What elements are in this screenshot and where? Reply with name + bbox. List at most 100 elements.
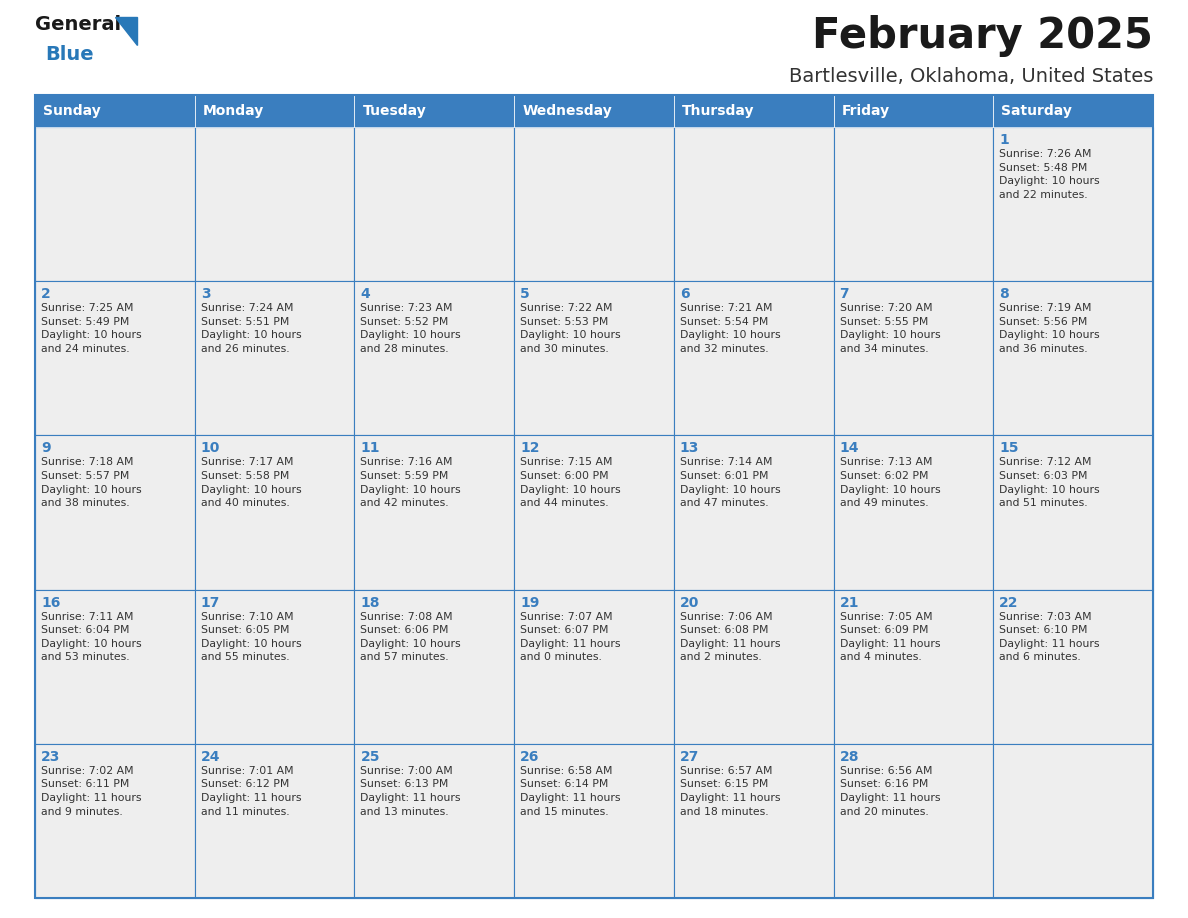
Text: Sunrise: 7:23 AM
Sunset: 5:52 PM
Daylight: 10 hours
and 28 minutes.: Sunrise: 7:23 AM Sunset: 5:52 PM Dayligh… [360, 303, 461, 354]
Text: 24: 24 [201, 750, 220, 764]
Text: Sunrise: 7:16 AM
Sunset: 5:59 PM
Daylight: 10 hours
and 42 minutes.: Sunrise: 7:16 AM Sunset: 5:59 PM Dayligh… [360, 457, 461, 509]
Text: Monday: Monday [203, 104, 264, 118]
Text: Sunrise: 7:15 AM
Sunset: 6:00 PM
Daylight: 10 hours
and 44 minutes.: Sunrise: 7:15 AM Sunset: 6:00 PM Dayligh… [520, 457, 621, 509]
Bar [514, 744, 674, 898]
Text: Sunrise: 7:11 AM
Sunset: 6:04 PM
Daylight: 10 hours
and 53 minutes.: Sunrise: 7:11 AM Sunset: 6:04 PM Dayligh… [42, 611, 141, 663]
Text: 23: 23 [42, 750, 61, 764]
Text: Sunday: Sunday [43, 104, 101, 118]
Text: Sunrise: 7:25 AM
Sunset: 5:49 PM
Daylight: 10 hours
and 24 minutes.: Sunrise: 7:25 AM Sunset: 5:49 PM Dayligh… [42, 303, 141, 354]
Text: 22: 22 [999, 596, 1019, 610]
Text: Sunrise: 7:26 AM
Sunset: 5:48 PM
Daylight: 10 hours
and 22 minutes.: Sunrise: 7:26 AM Sunset: 5:48 PM Dayligh… [999, 149, 1100, 200]
Bar [195, 127, 354, 281]
Bar [514, 95, 674, 127]
Text: Sunrise: 7:10 AM
Sunset: 6:05 PM
Daylight: 10 hours
and 55 minutes.: Sunrise: 7:10 AM Sunset: 6:05 PM Dayligh… [201, 611, 302, 663]
Text: Sunrise: 7:00 AM
Sunset: 6:13 PM
Daylight: 11 hours
and 13 minutes.: Sunrise: 7:00 AM Sunset: 6:13 PM Dayligh… [360, 766, 461, 817]
Bar [993, 281, 1154, 435]
Text: Tuesday: Tuesday [362, 104, 426, 118]
Bar [674, 435, 834, 589]
Bar [674, 589, 834, 744]
Bar [195, 744, 354, 898]
Bar [34, 589, 195, 744]
Bar [354, 95, 514, 127]
Bar [834, 435, 993, 589]
Bar [674, 127, 834, 281]
Text: Sunrise: 7:03 AM
Sunset: 6:10 PM
Daylight: 11 hours
and 6 minutes.: Sunrise: 7:03 AM Sunset: 6:10 PM Dayligh… [999, 611, 1100, 663]
Bar [674, 744, 834, 898]
Text: 27: 27 [680, 750, 700, 764]
Text: 3: 3 [201, 287, 210, 301]
Text: 11: 11 [360, 442, 380, 455]
Bar [354, 127, 514, 281]
Text: 14: 14 [840, 442, 859, 455]
Text: Bartlesville, Oklahoma, United States: Bartlesville, Oklahoma, United States [789, 67, 1154, 86]
Bar [834, 281, 993, 435]
Text: 21: 21 [840, 596, 859, 610]
Bar [34, 281, 195, 435]
Bar [993, 744, 1154, 898]
Text: 26: 26 [520, 750, 539, 764]
Text: Friday: Friday [841, 104, 890, 118]
Text: Thursday: Thursday [682, 104, 754, 118]
Text: 17: 17 [201, 596, 220, 610]
Bar [993, 127, 1154, 281]
Text: 7: 7 [840, 287, 849, 301]
Text: Sunrise: 7:14 AM
Sunset: 6:01 PM
Daylight: 10 hours
and 47 minutes.: Sunrise: 7:14 AM Sunset: 6:01 PM Dayligh… [680, 457, 781, 509]
Text: Sunrise: 7:02 AM
Sunset: 6:11 PM
Daylight: 11 hours
and 9 minutes.: Sunrise: 7:02 AM Sunset: 6:11 PM Dayligh… [42, 766, 141, 817]
Bar [195, 95, 354, 127]
Text: Wednesday: Wednesday [523, 104, 612, 118]
Text: Sunrise: 7:17 AM
Sunset: 5:58 PM
Daylight: 10 hours
and 40 minutes.: Sunrise: 7:17 AM Sunset: 5:58 PM Dayligh… [201, 457, 302, 509]
Text: 2: 2 [42, 287, 51, 301]
Text: February 2025: February 2025 [813, 15, 1154, 57]
Bar [834, 744, 993, 898]
Bar [834, 589, 993, 744]
Text: Sunrise: 7:01 AM
Sunset: 6:12 PM
Daylight: 11 hours
and 11 minutes.: Sunrise: 7:01 AM Sunset: 6:12 PM Dayligh… [201, 766, 302, 817]
Bar [993, 95, 1154, 127]
Text: Sunrise: 7:07 AM
Sunset: 6:07 PM
Daylight: 11 hours
and 0 minutes.: Sunrise: 7:07 AM Sunset: 6:07 PM Dayligh… [520, 611, 620, 663]
Text: 16: 16 [42, 596, 61, 610]
Text: Sunrise: 6:58 AM
Sunset: 6:14 PM
Daylight: 11 hours
and 15 minutes.: Sunrise: 6:58 AM Sunset: 6:14 PM Dayligh… [520, 766, 620, 817]
Text: General: General [34, 15, 121, 34]
Text: Sunrise: 7:18 AM
Sunset: 5:57 PM
Daylight: 10 hours
and 38 minutes.: Sunrise: 7:18 AM Sunset: 5:57 PM Dayligh… [42, 457, 141, 509]
Text: 15: 15 [999, 442, 1019, 455]
Text: 25: 25 [360, 750, 380, 764]
Text: 28: 28 [840, 750, 859, 764]
Text: Sunrise: 7:06 AM
Sunset: 6:08 PM
Daylight: 11 hours
and 2 minutes.: Sunrise: 7:06 AM Sunset: 6:08 PM Dayligh… [680, 611, 781, 663]
Bar [993, 589, 1154, 744]
Bar [354, 744, 514, 898]
Text: Blue: Blue [45, 45, 94, 64]
Text: Sunrise: 6:57 AM
Sunset: 6:15 PM
Daylight: 11 hours
and 18 minutes.: Sunrise: 6:57 AM Sunset: 6:15 PM Dayligh… [680, 766, 781, 817]
Bar [34, 744, 195, 898]
Text: 4: 4 [360, 287, 371, 301]
Text: Sunrise: 7:19 AM
Sunset: 5:56 PM
Daylight: 10 hours
and 36 minutes.: Sunrise: 7:19 AM Sunset: 5:56 PM Dayligh… [999, 303, 1100, 354]
Text: 18: 18 [360, 596, 380, 610]
Bar [514, 435, 674, 589]
Bar [195, 281, 354, 435]
Bar [834, 127, 993, 281]
Text: 20: 20 [680, 596, 700, 610]
Text: Sunrise: 7:05 AM
Sunset: 6:09 PM
Daylight: 11 hours
and 4 minutes.: Sunrise: 7:05 AM Sunset: 6:09 PM Dayligh… [840, 611, 940, 663]
Text: 5: 5 [520, 287, 530, 301]
Text: Sunrise: 7:20 AM
Sunset: 5:55 PM
Daylight: 10 hours
and 34 minutes.: Sunrise: 7:20 AM Sunset: 5:55 PM Dayligh… [840, 303, 940, 354]
Text: 1: 1 [999, 133, 1009, 147]
Bar [674, 95, 834, 127]
Text: 19: 19 [520, 596, 539, 610]
Text: 10: 10 [201, 442, 220, 455]
Bar [834, 95, 993, 127]
Text: Sunrise: 7:21 AM
Sunset: 5:54 PM
Daylight: 10 hours
and 32 minutes.: Sunrise: 7:21 AM Sunset: 5:54 PM Dayligh… [680, 303, 781, 354]
Text: 9: 9 [42, 442, 51, 455]
Bar [34, 95, 1154, 898]
Text: Sunrise: 7:12 AM
Sunset: 6:03 PM
Daylight: 10 hours
and 51 minutes.: Sunrise: 7:12 AM Sunset: 6:03 PM Dayligh… [999, 457, 1100, 509]
Text: 8: 8 [999, 287, 1009, 301]
Bar [354, 435, 514, 589]
Bar [514, 127, 674, 281]
Text: 6: 6 [680, 287, 689, 301]
Text: Sunrise: 7:24 AM
Sunset: 5:51 PM
Daylight: 10 hours
and 26 minutes.: Sunrise: 7:24 AM Sunset: 5:51 PM Dayligh… [201, 303, 302, 354]
Bar [354, 281, 514, 435]
Text: Sunrise: 7:13 AM
Sunset: 6:02 PM
Daylight: 10 hours
and 49 minutes.: Sunrise: 7:13 AM Sunset: 6:02 PM Dayligh… [840, 457, 940, 509]
Bar [514, 281, 674, 435]
Bar [34, 435, 195, 589]
Text: 13: 13 [680, 442, 700, 455]
Bar [674, 281, 834, 435]
Bar [34, 95, 195, 127]
Text: Sunrise: 7:22 AM
Sunset: 5:53 PM
Daylight: 10 hours
and 30 minutes.: Sunrise: 7:22 AM Sunset: 5:53 PM Dayligh… [520, 303, 621, 354]
